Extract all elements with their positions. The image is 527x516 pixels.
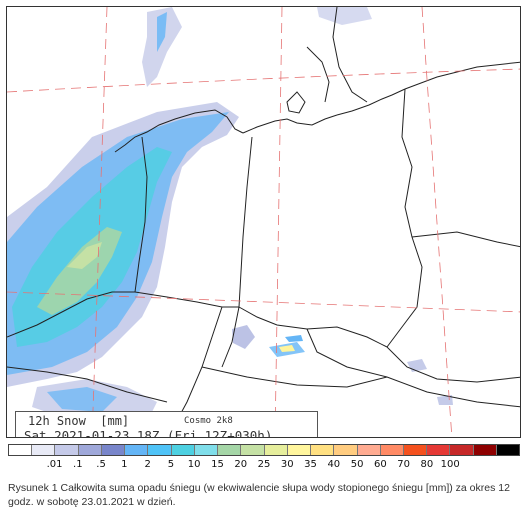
- legend-swatch: [264, 445, 288, 455]
- legend-tick-label: 35: [304, 459, 317, 470]
- snow-field: [7, 7, 453, 427]
- legend-swatch: [218, 445, 242, 455]
- legend-swatch: [287, 445, 312, 455]
- legend-tick-label: 10: [187, 459, 201, 470]
- legend-tick-label: 30: [280, 459, 294, 470]
- figure-caption: Rysunek 1 Całkowita suma opadu śniegu (w…: [8, 482, 510, 508]
- legend-tick-label: 1: [121, 459, 128, 470]
- legend-swatch: [357, 445, 381, 455]
- legend-tick-label: 25: [257, 459, 271, 470]
- legend-swatch: [78, 445, 102, 455]
- snow-map: 12h Snow [mm] Cosmo 2k8 Sat 2021-01-23 1…: [6, 6, 521, 438]
- legend-tick-label: 40: [327, 459, 341, 470]
- map-time-stamp: 12h Snow [mm] Cosmo 2k8 Sat 2021-01-23 1…: [15, 411, 318, 438]
- legend-tick-label: 60: [373, 459, 387, 470]
- legend-swatch: [171, 445, 195, 455]
- legend-swatch: [148, 445, 172, 455]
- legend-swatch: [101, 445, 126, 455]
- legend-swatch: [9, 445, 33, 455]
- model-name: Cosmo 2k8: [184, 416, 233, 426]
- valid-time: Sat 2021-01-23 18Z (Fri 12Z+030h): [24, 428, 273, 438]
- legend-tick-label: 5: [167, 459, 175, 470]
- map-canvas: [7, 7, 520, 437]
- legend-tick-label: .5: [96, 459, 106, 470]
- legend-tick-label: 50: [350, 459, 364, 470]
- legend-tick-label: 15: [211, 459, 224, 470]
- legend-tick-label: 100: [440, 459, 460, 470]
- legend-tick-label: 80: [420, 459, 434, 470]
- legend-swatch: [473, 445, 497, 455]
- legend-tick-label: .1: [73, 459, 83, 470]
- borders: [7, 7, 520, 437]
- legend-tick-label: 70: [397, 459, 410, 470]
- field-title: 12h Snow [mm]: [28, 414, 130, 428]
- legend-ticks: .01.1.5 1 2 5 10 15 20 25 30 35 40 50 60 70 80 100: [8, 459, 520, 473]
- legend-swatch: [496, 445, 520, 455]
- color-legend: .01.1.5 1 2 5 10 15 20 25 30 35 40 50 60 70 80 100: [8, 444, 520, 474]
- legend-swatch: [241, 445, 265, 455]
- legend-tick-label: 20: [234, 459, 248, 470]
- legend-swatch: [380, 445, 404, 455]
- legend-tick-label: 2: [144, 459, 151, 470]
- legend-swatch: [403, 445, 428, 455]
- legend-swatch: [311, 445, 335, 455]
- legend-swatch: [125, 445, 149, 455]
- lat-lon-grid: [7, 7, 520, 437]
- legend-swatch: [427, 445, 451, 455]
- legend-swatch: [32, 445, 56, 455]
- legend-swatch: [55, 445, 79, 455]
- legend-tick-label: .01: [46, 459, 63, 470]
- legend-swatch: [194, 445, 219, 455]
- legend-swatch: [334, 445, 358, 455]
- legend-swatches: [8, 444, 520, 456]
- legend-swatch: [450, 445, 474, 455]
